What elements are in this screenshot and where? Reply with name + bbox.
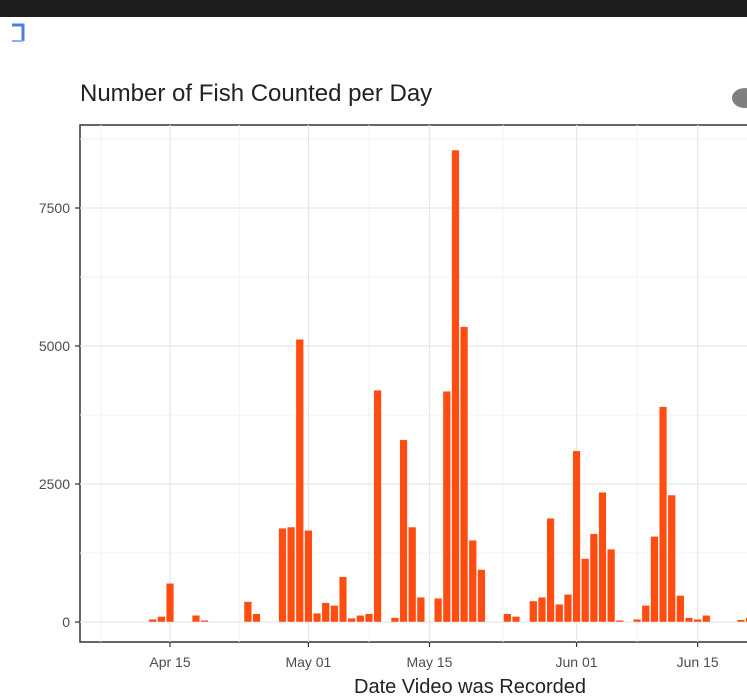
bar [581,558,590,623]
x-tick-label: May 15 [407,654,453,670]
bar [330,605,339,623]
bar [434,598,443,623]
bar [641,605,650,623]
bar [347,617,356,623]
bar [659,406,668,623]
bar [408,526,417,623]
x-tick-label: Jun 15 [677,654,719,670]
bar [295,339,304,623]
bar [468,540,477,623]
bar [667,494,676,623]
bar [165,583,175,623]
bar [278,527,287,623]
bar [157,616,166,623]
x-axis-title: Date Video was Recorded [354,676,586,698]
y-tick-label: 7500 [39,200,70,216]
bar [390,617,399,623]
bar [615,620,624,623]
y-tick-label: 5000 [39,338,70,354]
bar [399,439,408,623]
bar [529,600,538,623]
y-tick-label: 0 [62,614,70,630]
y-tick-label: 2500 [39,476,70,492]
bar [304,530,313,623]
bar [684,617,694,623]
chart-title: Number of Fish Counted per Day [80,80,433,107]
bar [745,617,747,623]
bar [252,613,261,623]
bar [607,548,616,623]
scroll-handle[interactable] [732,88,747,108]
bar [537,596,546,623]
bar [364,613,373,623]
bar [676,595,685,623]
bar [702,615,711,623]
bar [736,619,745,623]
bar [373,389,382,623]
bar [650,536,659,623]
bar [442,391,451,623]
bar [477,569,486,623]
bar [416,596,425,623]
bar [511,616,521,623]
bar [572,450,581,623]
bars [148,149,747,623]
bar [460,326,469,623]
bar [243,601,252,623]
bar [598,492,607,623]
top-bar [0,0,747,17]
bar [633,619,642,623]
corner-bracket-icon [12,23,25,42]
x-tick-label: Apr 15 [149,654,190,670]
y-axis: 0 2500 5000 7500 [39,200,80,630]
bar [589,533,598,623]
bar [555,604,564,623]
bar [356,615,365,623]
bar [546,518,555,623]
bar [148,619,157,623]
x-tick-label: May 01 [285,654,331,670]
bar [563,594,572,623]
bar [693,619,702,623]
bar [287,526,296,623]
bar [200,620,209,623]
x-tick-label: Jun 01 [556,654,598,670]
x-axis: Apr 15 May 01 May 15 Jun 01 Jun 15 [149,642,719,670]
bar [451,149,460,623]
bar [338,576,348,623]
bar [313,612,322,623]
bar [321,602,330,623]
bar [191,615,200,623]
bar [503,613,512,623]
